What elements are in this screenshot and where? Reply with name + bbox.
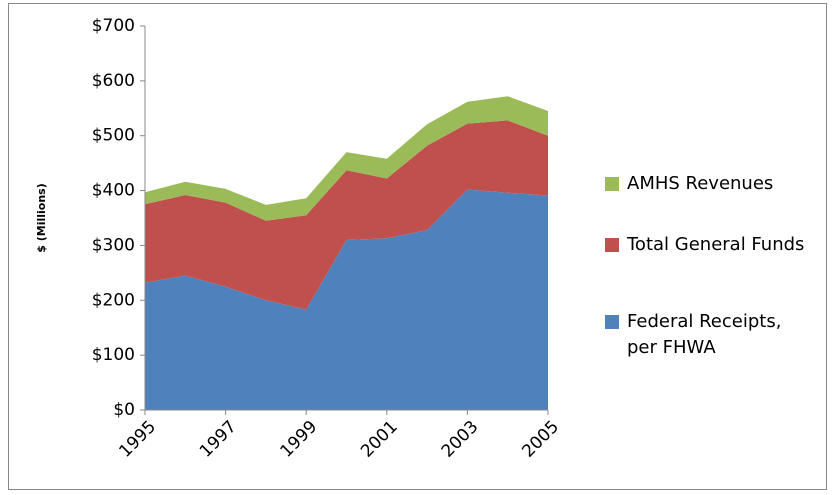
legend-item: Total General Funds [605, 232, 805, 258]
legend-label: Total General Funds [627, 234, 805, 255]
legend-swatch [605, 315, 619, 329]
legend-label: Federal Receipts, per FHWA [627, 311, 782, 358]
y-tick-label: $400 [92, 181, 135, 201]
legend-label: AMHS Revenues [627, 173, 774, 194]
y-tick-label: $100 [92, 345, 135, 365]
y-tick-label: $300 [92, 235, 135, 255]
area [145, 96, 548, 221]
legend-item: Federal Receipts, per FHWA [605, 309, 805, 361]
y-tick-label: $200 [92, 290, 135, 310]
y-tick-label: $0 [113, 400, 135, 420]
chart-border [8, 3, 827, 490]
y-tick-label: $500 [92, 126, 135, 146]
area [145, 120, 548, 310]
x-tick-label: 2005 [518, 417, 563, 462]
area [145, 189, 548, 410]
legend-swatch [605, 177, 619, 191]
y-axis-title: $ (Millions) [35, 183, 48, 253]
x-tick-label: 1995 [115, 417, 160, 462]
legend-item: AMHS Revenues [605, 171, 805, 197]
x-tick-label: 1997 [196, 417, 241, 462]
x-tick-label: 2003 [438, 417, 483, 462]
y-tick-label: $600 [92, 71, 135, 91]
x-tick-label: 2001 [357, 417, 402, 462]
y-tick-label: $700 [92, 16, 135, 36]
x-tick-label: 1999 [277, 417, 322, 462]
legend-swatch [605, 238, 619, 252]
